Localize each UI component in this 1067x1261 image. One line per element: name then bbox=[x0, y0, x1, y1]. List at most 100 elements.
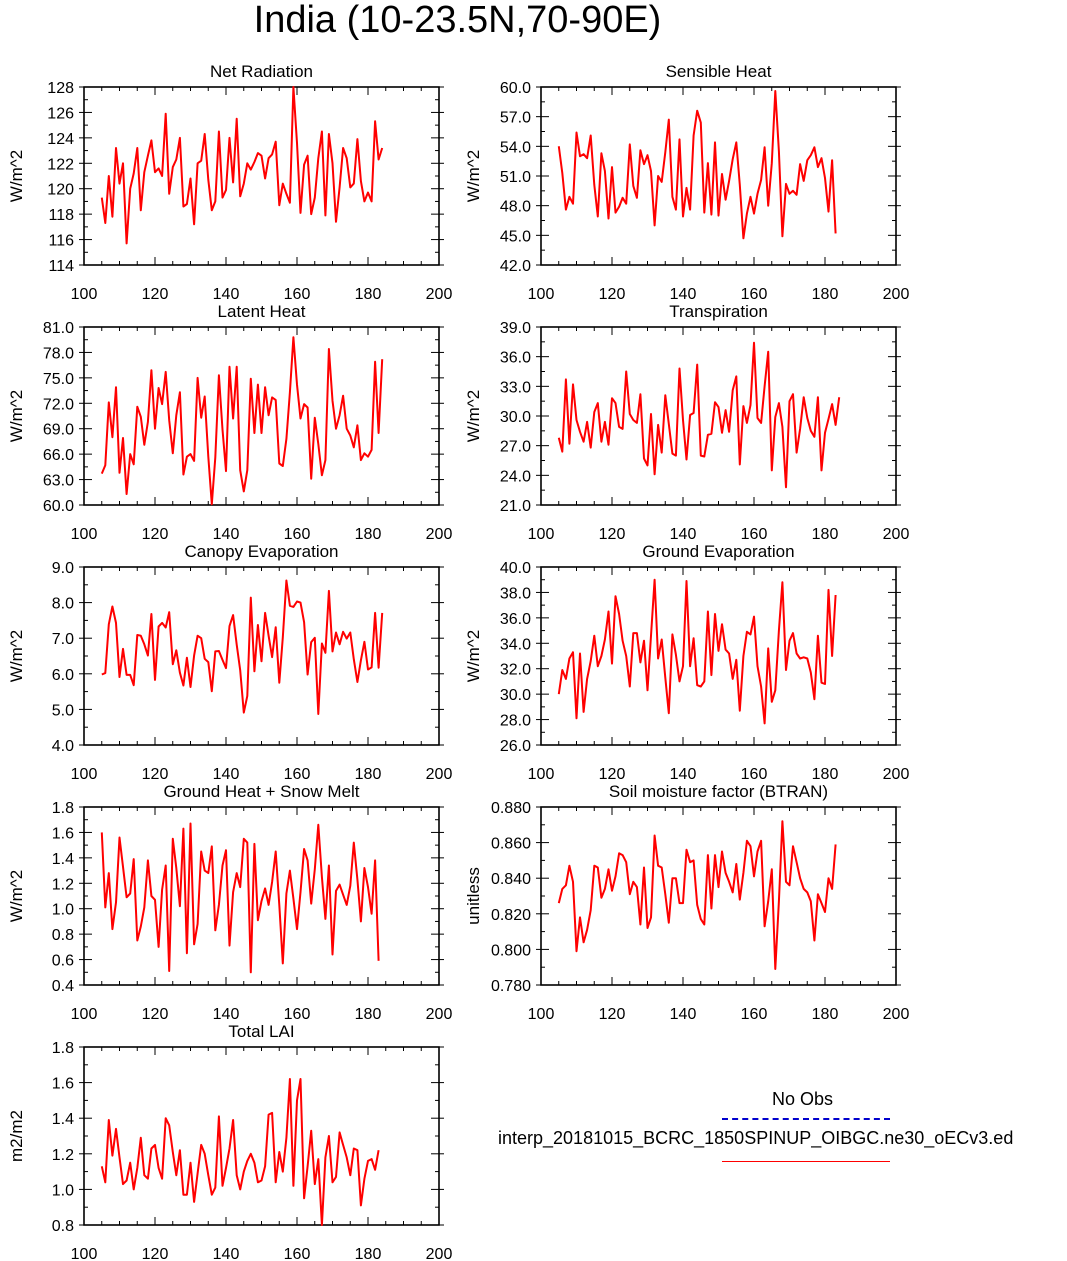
x-tick-label: 140 bbox=[213, 1006, 240, 1023]
series-line bbox=[557, 578, 837, 725]
x-tick-label: 180 bbox=[355, 286, 382, 303]
page-title: India (10-23.5N,70-90E) bbox=[253, 0, 662, 41]
y-axis-label: W/m^2 bbox=[7, 870, 26, 922]
chart-panel: Soil moisture factor (BTRAN) unitless 100 1… bbox=[464, 782, 909, 1023]
chart-title: Ground Heat + Snow Melt bbox=[163, 782, 359, 801]
y-tick-label: 114 bbox=[48, 258, 74, 275]
x-tick-label: 180 bbox=[812, 766, 839, 783]
x-tick-label: 120 bbox=[142, 526, 169, 543]
chart-panel: Latent Heat W/m^2 100 120 140 160 180 200 60.0 63… bbox=[7, 302, 452, 543]
y-tick-label: 0.780 bbox=[491, 978, 531, 995]
x-tick-label: 200 bbox=[883, 1006, 910, 1023]
chart-title: Ground Evaporation bbox=[642, 542, 794, 561]
plot-frame bbox=[540, 806, 897, 986]
y-axis-label: W/m^2 bbox=[464, 150, 483, 202]
x-tick-label: 180 bbox=[355, 1006, 382, 1023]
series-line bbox=[557, 90, 837, 240]
y-tick-label: 0.880 bbox=[491, 800, 531, 817]
y-tick-label: 81.0 bbox=[43, 320, 74, 337]
y-tick-label: 1.8 bbox=[52, 800, 74, 817]
y-tick-label: 1.6 bbox=[52, 825, 74, 842]
x-tick-label: 140 bbox=[670, 1006, 697, 1023]
x-tick-label: 180 bbox=[812, 286, 839, 303]
chart-title: Transpiration bbox=[669, 302, 768, 321]
x-tick-label: 160 bbox=[741, 526, 768, 543]
y-tick-label: 54.0 bbox=[500, 139, 531, 156]
y-tick-label: 36.0 bbox=[500, 350, 531, 367]
x-tick-label: 100 bbox=[71, 526, 98, 543]
x-tick-label: 100 bbox=[71, 766, 98, 783]
chart-title: Net Radiation bbox=[210, 62, 313, 81]
y-tick-label: 122 bbox=[47, 156, 74, 173]
y-tick-label: 63.0 bbox=[43, 473, 74, 490]
x-tick-label: 100 bbox=[528, 526, 555, 543]
y-tick-label: 0.860 bbox=[491, 836, 531, 853]
x-tick-label: 100 bbox=[71, 1006, 98, 1023]
y-tick-label: 0.820 bbox=[491, 907, 531, 924]
y-axis-label: W/m^2 bbox=[7, 390, 26, 442]
y-tick-label: 28.0 bbox=[500, 713, 531, 730]
y-axis-label: m2/m2 bbox=[7, 1110, 26, 1162]
y-tick-label: 45.0 bbox=[500, 228, 531, 245]
x-tick-label: 180 bbox=[812, 1006, 839, 1023]
y-tick-label: 21.0 bbox=[500, 498, 531, 515]
x-tick-label: 140 bbox=[213, 526, 240, 543]
x-tick-label: 140 bbox=[670, 766, 697, 783]
y-tick-label: 0.4 bbox=[52, 978, 74, 995]
series-line bbox=[100, 86, 384, 245]
y-tick-label: 30.0 bbox=[500, 687, 531, 704]
y-axis-label: W/m^2 bbox=[7, 630, 26, 682]
x-tick-label: 100 bbox=[528, 1006, 555, 1023]
series-line bbox=[100, 822, 380, 974]
x-tick-label: 160 bbox=[284, 766, 311, 783]
x-tick-label: 100 bbox=[528, 766, 555, 783]
y-tick-label: 4.0 bbox=[52, 738, 74, 755]
chart-title: Canopy Evaporation bbox=[184, 542, 338, 561]
x-tick-label: 200 bbox=[426, 286, 453, 303]
y-tick-label: 26.0 bbox=[500, 738, 531, 755]
x-tick-label: 120 bbox=[142, 766, 169, 783]
x-tick-label: 200 bbox=[426, 766, 453, 783]
x-tick-label: 120 bbox=[142, 1006, 169, 1023]
chart-title: Latent Heat bbox=[218, 302, 306, 321]
y-tick-label: 33.0 bbox=[500, 379, 531, 396]
y-tick-label: 1.8 bbox=[52, 1040, 74, 1057]
y-tick-label: 1.4 bbox=[52, 1111, 74, 1128]
x-tick-label: 140 bbox=[670, 286, 697, 303]
x-tick-label: 200 bbox=[883, 286, 910, 303]
y-tick-label: 124 bbox=[47, 131, 74, 148]
y-tick-label: 60.0 bbox=[43, 498, 74, 515]
y-tick-label: 36.0 bbox=[500, 611, 531, 628]
y-tick-label: 1.4 bbox=[52, 851, 74, 868]
y-tick-label: 78.0 bbox=[43, 345, 74, 362]
y-tick-label: 60.0 bbox=[500, 80, 531, 97]
x-tick-label: 160 bbox=[741, 286, 768, 303]
y-tick-label: 0.800 bbox=[491, 942, 531, 959]
x-tick-label: 160 bbox=[741, 766, 768, 783]
y-tick-label: 1.0 bbox=[52, 902, 74, 919]
y-tick-label: 72.0 bbox=[43, 396, 74, 413]
plot-frame bbox=[83, 806, 440, 986]
y-tick-label: 75.0 bbox=[43, 371, 74, 388]
x-tick-label: 120 bbox=[599, 766, 626, 783]
series-line bbox=[101, 579, 384, 715]
y-tick-label: 30.0 bbox=[500, 409, 531, 426]
x-tick-label: 200 bbox=[426, 1246, 453, 1261]
plot-frame bbox=[83, 1046, 440, 1226]
y-tick-label: 32.0 bbox=[500, 662, 531, 679]
y-tick-label: 1.2 bbox=[52, 876, 74, 893]
x-tick-label: 100 bbox=[71, 1246, 98, 1261]
y-axis-label: unitless bbox=[464, 867, 483, 925]
x-tick-label: 200 bbox=[883, 766, 910, 783]
x-tick-label: 120 bbox=[599, 286, 626, 303]
chart-panel: Total LAI m2/m2 100 120 140 160 180 200 0.8 1.0 1.… bbox=[7, 1022, 452, 1261]
y-tick-label: 24.0 bbox=[500, 468, 531, 485]
x-tick-label: 140 bbox=[213, 1246, 240, 1261]
y-axis-label: W/m^2 bbox=[7, 150, 26, 202]
chart-panel: Ground Evaporation W/m^2 100 120 140 160 180 20… bbox=[464, 542, 909, 783]
plot-frame bbox=[83, 86, 440, 266]
y-tick-label: 128 bbox=[47, 80, 74, 97]
x-tick-label: 140 bbox=[213, 286, 240, 303]
series-line bbox=[557, 820, 837, 970]
